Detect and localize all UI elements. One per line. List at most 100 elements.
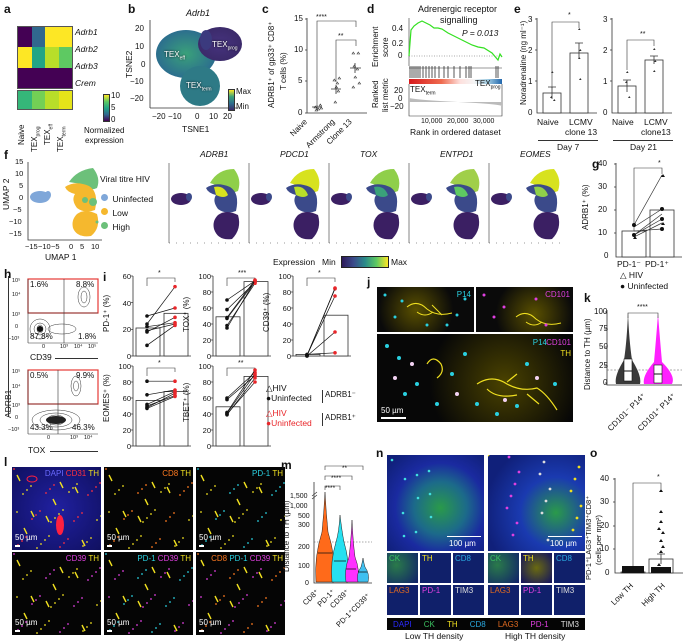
heatmap-cell (45, 67, 59, 88)
gene-label: Crem (75, 78, 96, 88)
channel-legend-item: CD8 (469, 619, 486, 629)
x-tick: −20 (152, 112, 166, 121)
flow-plot-cd39: 1.6% 8.8% 87.8% 1.8% (27, 278, 99, 344)
colorbar-tick: 5 (111, 103, 116, 112)
group-label: ADRB1⁺ (325, 413, 356, 422)
y-tick: −10 (130, 77, 144, 86)
y-tick: 10³ (12, 312, 20, 318)
y-tick: 20 (122, 325, 131, 335)
panel-i-bars (131, 365, 191, 447)
gsea-title: Adrenergic receptor (418, 4, 498, 14)
significance: **** (331, 475, 342, 482)
x-tick: 20 (223, 112, 232, 121)
quadrant-value: 87.8% (30, 332, 53, 341)
y-axis-arrow (8, 276, 9, 416)
colorbar-title: Normalized (84, 126, 125, 135)
y-tick: 60 (202, 304, 211, 313)
y-tick: 5 (19, 181, 24, 190)
heatmap-cell (18, 91, 32, 109)
bracket (322, 413, 323, 426)
y-axis-label: EOMES⁺ (%) (102, 374, 111, 422)
x-tick: 10⁴ (74, 344, 83, 350)
x-category: Naive (537, 117, 559, 127)
panel-o-bars (613, 478, 683, 574)
x-category: High TH (639, 581, 667, 609)
panel-d-label: d (367, 2, 375, 16)
panel-n-label: n (376, 446, 384, 460)
y-tick: 1,500 (290, 493, 308, 500)
y-tick: 15 (15, 157, 24, 166)
heatmap-cell (31, 67, 45, 88)
y-tick: 100 (298, 563, 310, 570)
x-tick: 20,000 (447, 118, 469, 125)
heatmap-cell (31, 47, 45, 68)
colorbar-title: expression (85, 136, 124, 145)
scale-bar-label: 50 µm (15, 618, 38, 627)
heatmap-cell (58, 67, 72, 88)
umap-adrb1 (168, 163, 243, 244)
legend-item: △HIV (266, 408, 287, 418)
y-tick: 80 (282, 288, 291, 297)
expression-label: Expression (273, 257, 316, 267)
y-tick: 300 (298, 522, 310, 529)
micrograph-tile: DAPI CD31 TH 50 µm (12, 467, 101, 550)
channel-tile: TH (521, 553, 552, 583)
legend-swatch (101, 208, 108, 216)
column-label: TEXeff (43, 123, 55, 145)
scale-bar (447, 536, 481, 537)
micrograph-tile: PD-1 TH 50 µm (196, 467, 285, 550)
y-tick: 40 (282, 320, 291, 329)
panel-i-bars (211, 365, 271, 447)
quadrant-value: 43.3% (30, 423, 53, 432)
y-axis-label: Ranked (371, 80, 380, 108)
channel-legend-item: TIM3 (560, 619, 579, 629)
cluster-label: TEXeff (164, 50, 186, 62)
scale-bar-label: 50 µm (15, 533, 38, 542)
y-tick: 3 (603, 15, 608, 24)
gsea-right-group: TEXprog (475, 79, 501, 91)
y-tick: 0 (398, 51, 403, 60)
y-tick: 2 (603, 46, 608, 55)
y-axis-label: Distance to TH (µm) (583, 318, 592, 390)
channel-legend-item: DAPI (393, 619, 412, 629)
column-label: TEXterm (56, 126, 68, 152)
significance: * (158, 360, 161, 367)
panel-l-label: l (4, 455, 8, 469)
scale-bar (548, 536, 582, 537)
panel-i-bars (131, 275, 191, 357)
channel-tile: LAG3 (387, 585, 418, 615)
scale-bar-label: 50 µm (107, 533, 130, 542)
panel-o-label: o (590, 446, 598, 460)
significance: *** (238, 270, 247, 277)
quadrant-value: 9.9% (76, 371, 95, 380)
y-tick: −10³ (8, 427, 20, 433)
heatmap-cell (18, 27, 32, 48)
y-axis-label: PD-1⁺ (%) (102, 294, 111, 332)
channel-tile: CD8 (453, 553, 484, 583)
significance: * (318, 270, 321, 277)
y-tick: 100 (118, 362, 131, 371)
micrograph-high-th: 100 µm (488, 455, 585, 551)
umap-gene-title: PDCD1 (280, 149, 309, 159)
y-tick: −10 (9, 217, 22, 226)
y-tick: 20 (122, 426, 131, 435)
panel-c-scatter (305, 18, 367, 114)
channel-legend-item: PD-1 (530, 619, 549, 629)
y-tick: 10³ (12, 403, 20, 409)
micrograph-low-th: 100 µm (387, 455, 484, 551)
gsea-title: signalling (440, 15, 478, 25)
scale-bar-label: 50 µm (381, 406, 404, 415)
x-category: Naive (612, 117, 634, 127)
panel-h-label: h (4, 267, 12, 281)
channel-tile: CK (488, 553, 519, 583)
umap-gene-title: ENTPD1 (440, 149, 474, 159)
tsne-title: Adrb1 (186, 8, 211, 18)
y-tick: 25 (599, 361, 608, 370)
legend-item: High (101, 217, 130, 235)
umap-gene-title: TOX (360, 149, 378, 159)
panel-m-label: m (281, 458, 292, 472)
y-tick: 50 (599, 342, 608, 351)
x-axis-arrow (50, 451, 98, 452)
group-label: ADRB1⁻ (325, 390, 356, 399)
legend-swatch (101, 194, 108, 202)
